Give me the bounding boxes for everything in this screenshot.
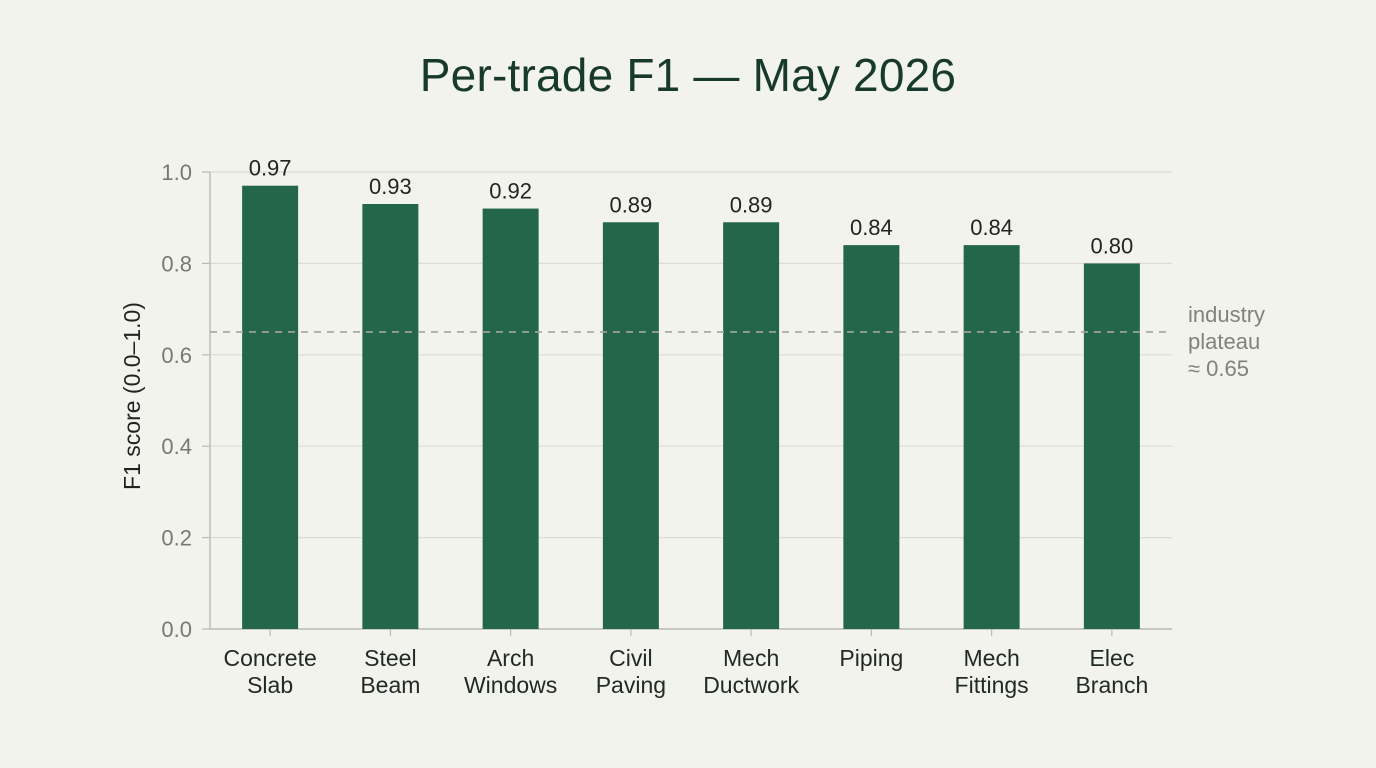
x-category-label: Elec xyxy=(1090,645,1135,671)
x-category-label: Slab xyxy=(247,672,293,698)
x-category-label: Ductwork xyxy=(703,672,799,698)
bar xyxy=(602,222,659,629)
bar-value-label: 0.93 xyxy=(369,174,412,199)
bar-value-label: 0.84 xyxy=(850,215,893,240)
chart-title: Per-trade F1 — May 2026 xyxy=(419,49,957,101)
reference-line-label: ≈ 0.65 xyxy=(1188,356,1249,381)
x-category-label: Mech xyxy=(964,645,1020,671)
bar-value-label: 0.89 xyxy=(730,192,773,217)
y-tick-label: 0.8 xyxy=(161,251,192,276)
y-tick-label: 0.0 xyxy=(161,617,192,642)
y-tick-label: 0.4 xyxy=(161,434,192,459)
x-category-label: Windows xyxy=(464,672,557,698)
y-tick-label: 0.6 xyxy=(161,343,192,368)
x-category-label: Paving xyxy=(596,672,666,698)
bar-value-label: 0.80 xyxy=(1090,233,1133,258)
x-category-label: Mech xyxy=(723,645,779,671)
x-category-label: Concrete xyxy=(223,645,316,671)
bar xyxy=(843,245,900,629)
bar-value-label: 0.84 xyxy=(970,215,1013,240)
y-tick-label: 0.2 xyxy=(161,526,192,551)
bar xyxy=(242,185,299,629)
bar xyxy=(1083,263,1140,629)
x-category-label: Branch xyxy=(1075,672,1148,698)
bar-value-label: 0.92 xyxy=(489,179,532,204)
x-category-label: Fittings xyxy=(955,672,1029,698)
x-category-label: Steel xyxy=(364,645,416,671)
bar xyxy=(362,203,419,630)
x-category-label: Arch xyxy=(487,645,534,671)
x-category-label: Beam xyxy=(360,672,420,698)
bar xyxy=(482,208,539,629)
bar xyxy=(963,245,1020,629)
reference-line-label: plateau xyxy=(1188,329,1260,354)
bar-value-label: 0.89 xyxy=(609,192,652,217)
x-category-label: Civil xyxy=(609,645,652,671)
reference-line-label: industry xyxy=(1188,302,1265,327)
y-axis-label: F1 score (0.0–1.0) xyxy=(119,302,145,490)
bar xyxy=(723,222,780,629)
y-tick-label: 1.0 xyxy=(161,160,192,185)
bar-value-label: 0.97 xyxy=(249,156,292,181)
x-category-label: Piping xyxy=(839,645,903,671)
